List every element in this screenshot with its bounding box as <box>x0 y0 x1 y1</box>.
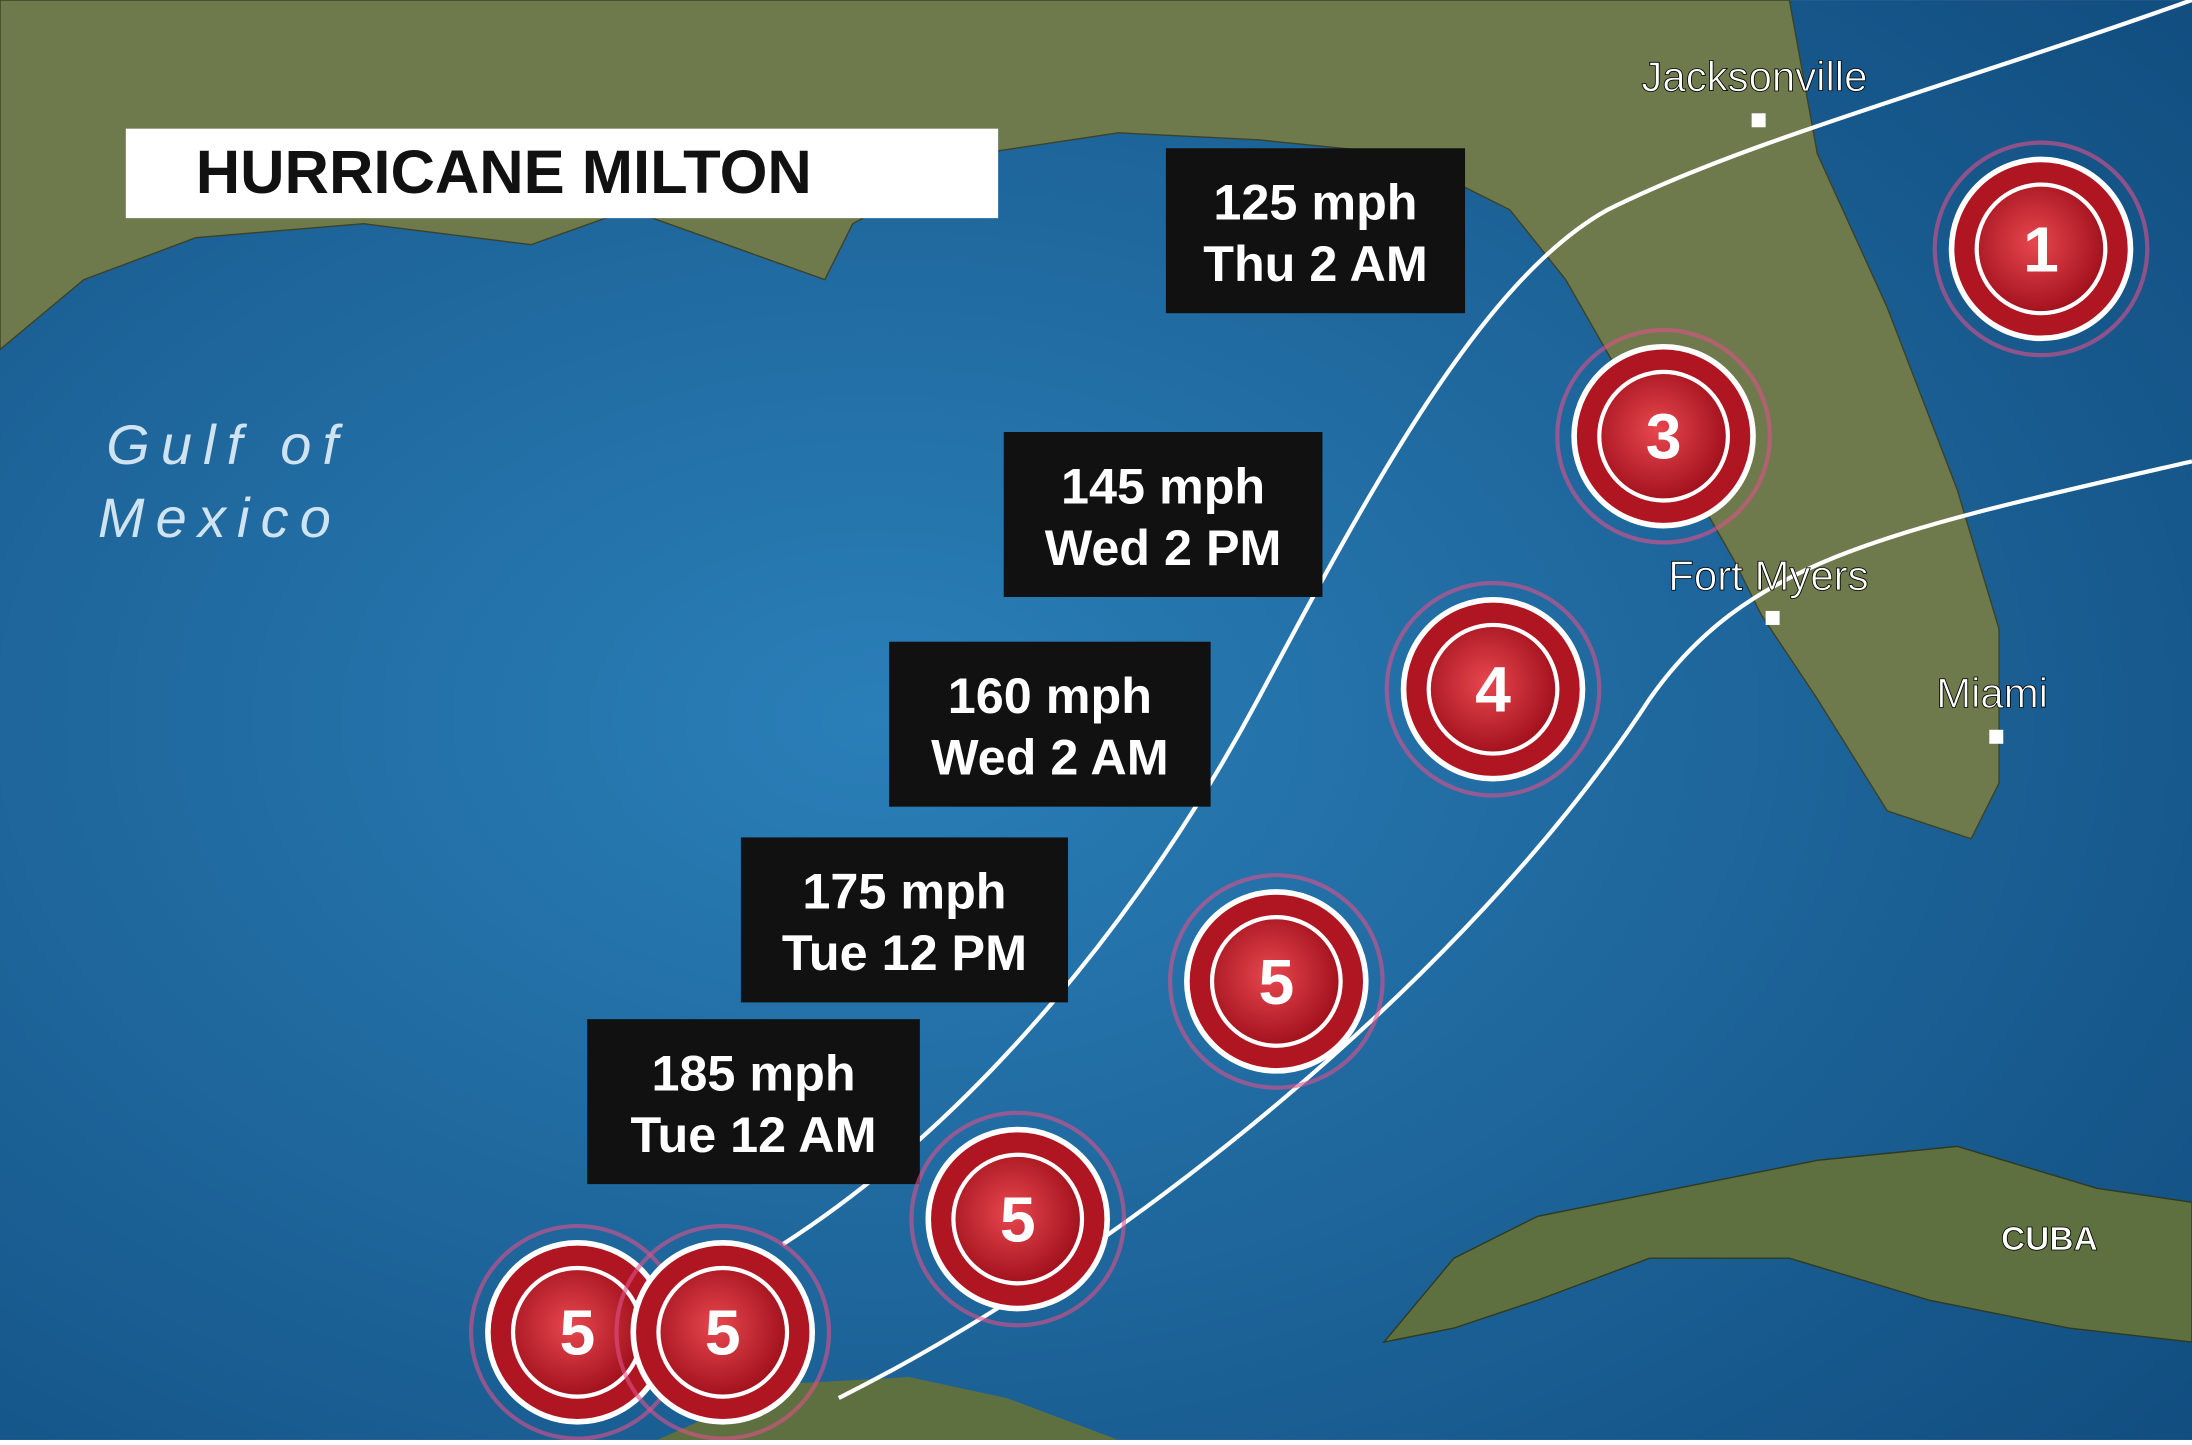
forecast-speed: 160 mph <box>948 667 1152 724</box>
cone-edge <box>781 0 2192 1246</box>
water-label: Mexico <box>98 486 342 549</box>
forecast-time: Thu 2 AM <box>1203 235 1428 292</box>
marker-category: 3 <box>1646 401 1682 473</box>
city-dot <box>1751 113 1766 128</box>
title: HURRICANE MILTON <box>196 138 812 207</box>
water-label: Gulf of <box>106 413 349 476</box>
forecast-box <box>587 1019 920 1185</box>
forecast-box <box>1003 432 1323 597</box>
marker-category: 1 <box>2023 213 2059 285</box>
marker-core <box>1597 369 1730 503</box>
forecast-time: Wed 2 AM <box>931 729 1169 786</box>
marker-category: 5 <box>1000 1183 1036 1255</box>
marker-core <box>951 1152 1085 1286</box>
forecast-time: Tue 12 PM <box>782 924 1027 981</box>
marker-halo <box>1167 873 1385 1090</box>
forecast-speed: 145 mph <box>1061 457 1265 514</box>
forecast-speed: 125 mph <box>1213 174 1417 231</box>
city-label: CUBA <box>2001 1221 2098 1258</box>
marker-halo <box>1932 140 2150 358</box>
marker-core <box>656 1265 790 1399</box>
marker-core <box>1209 915 1343 1048</box>
city-label: Fort Myers <box>1668 552 1868 599</box>
forecast-speed: 185 mph <box>651 1044 855 1101</box>
forecast-time: Tue 12 AM <box>630 1106 876 1163</box>
marker-halo <box>1555 327 1772 545</box>
marker-category: 4 <box>1475 654 1511 726</box>
marker-core <box>1426 622 1560 756</box>
city-label: Jacksonville <box>1641 53 1867 100</box>
city-dot <box>1765 610 1780 625</box>
marker-halo <box>614 1223 832 1441</box>
marker-halo <box>1384 580 1602 798</box>
city-label: Miami <box>1936 669 2048 716</box>
marker-category: 5 <box>1258 946 1294 1018</box>
forecast-speed: 175 mph <box>802 863 1006 920</box>
marker-category: 5 <box>559 1297 595 1369</box>
marker-category: 5 <box>705 1297 741 1369</box>
title-box <box>125 128 999 219</box>
forecast-time: Wed 2 PM <box>1045 519 1282 576</box>
forecast-box <box>889 641 1211 807</box>
forecast-box <box>1165 148 1466 314</box>
marker-core <box>1974 182 2108 316</box>
city-dot <box>1989 729 2004 744</box>
marker-halo <box>909 1110 1127 1328</box>
forecast-box <box>740 837 1069 1003</box>
cuba-land <box>1382 1145 2192 1344</box>
